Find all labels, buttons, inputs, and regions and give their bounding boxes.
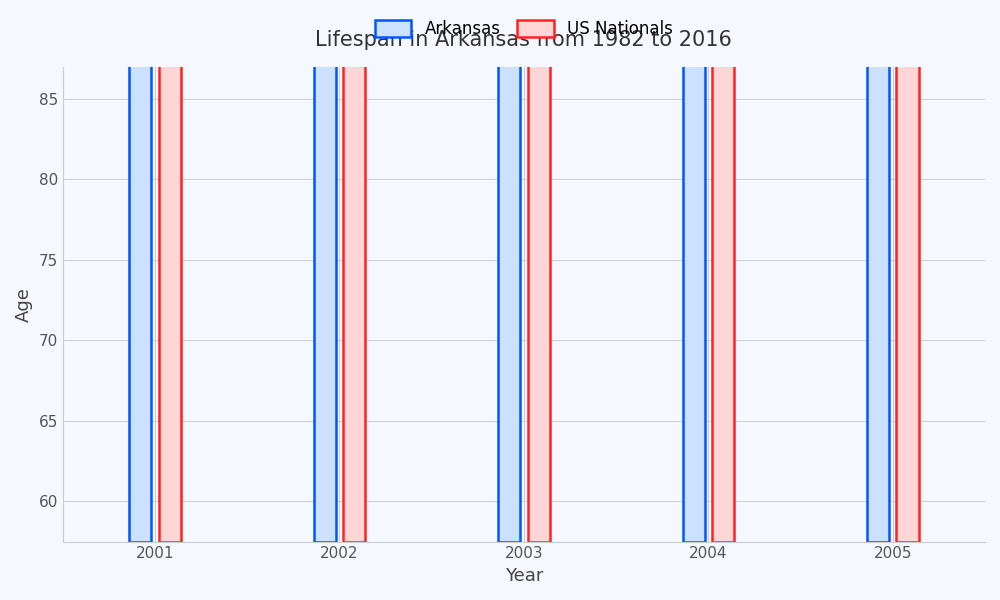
Title: Lifespan in Arkansas from 1982 to 2016: Lifespan in Arkansas from 1982 to 2016: [315, 30, 732, 50]
Bar: [159, 0, 181, 542]
Bar: [343, 0, 365, 542]
Bar: [129, 0, 151, 542]
Bar: [528, 0, 550, 542]
Bar: [712, 0, 734, 542]
Bar: [683, 0, 705, 542]
Bar: [314, 0, 336, 542]
Legend: Arkansas, US Nationals: Arkansas, US Nationals: [368, 13, 680, 45]
X-axis label: Year: Year: [505, 567, 543, 585]
Bar: [867, 0, 889, 542]
Bar: [896, 0, 919, 542]
Y-axis label: Age: Age: [15, 287, 33, 322]
Bar: [498, 0, 520, 542]
